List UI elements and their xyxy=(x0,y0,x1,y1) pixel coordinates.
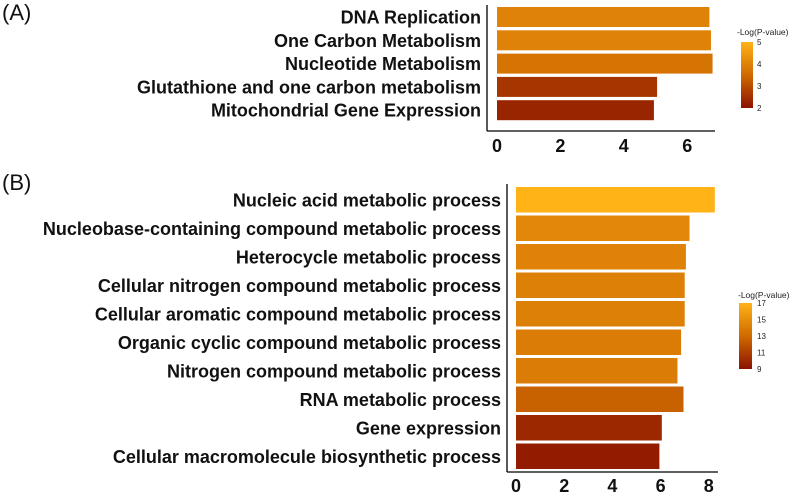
category-label-a-5: Mitochondrial Gene Expression xyxy=(211,101,481,121)
bar-group-a: DNA Replication One Carbon Metabolism Nucl… xyxy=(137,7,713,121)
bar-a-3 xyxy=(497,53,713,74)
x-tick-label-a-4: 4 xyxy=(619,136,629,156)
x-tick-label-b-6: 6 xyxy=(656,476,666,493)
legend-tick-a-4: 4 xyxy=(757,60,762,69)
x-tick-label-b-8: 8 xyxy=(704,476,714,493)
x-tick-label-b-4: 4 xyxy=(607,476,617,493)
legend-tick-a-2: 2 xyxy=(757,104,762,113)
legend-title-a: -Log(P-value) xyxy=(737,27,789,37)
category-label-b-2: Nucleobase-containing compound metabolic… xyxy=(43,219,501,239)
bar-b-1 xyxy=(516,187,715,213)
category-label-b-7: Nitrogen compound metabolic process xyxy=(167,361,501,381)
category-label-b-9: Gene expression xyxy=(356,418,501,438)
panel-label-a: (A) xyxy=(2,0,31,25)
legend-colorbar-b xyxy=(739,303,752,369)
x-tick-label-b-2: 2 xyxy=(559,476,569,493)
legend-tick-b-17: 17 xyxy=(757,299,766,308)
legend-a: -Log(P-value) 5 4 3 2 xyxy=(737,27,789,113)
x-tick-label-a-6: 6 xyxy=(682,136,692,156)
legend-tick-b-9: 9 xyxy=(757,365,762,374)
category-label-a-3: Nucleotide Metabolism xyxy=(285,54,481,74)
bar-b-6 xyxy=(516,329,682,355)
legend-tick-a-5: 5 xyxy=(757,38,762,47)
legend-title-b: -Log(P-value) xyxy=(738,290,790,300)
bar-a-4 xyxy=(497,76,658,97)
bar-b-8 xyxy=(516,386,684,412)
legend-tick-a-3: 3 xyxy=(757,82,762,91)
category-label-b-10: Cellular macromolecule biosynthetic proc… xyxy=(113,447,501,467)
category-label-b-4: Cellular nitrogen compound metabolic pro… xyxy=(98,276,501,296)
panel-a: (A) DNA Replication One Carbon Metabolism… xyxy=(2,0,789,156)
legend-ticks-b: 17 15 13 11 9 xyxy=(757,299,766,374)
bar-group-b: Nucleic acid metabolic process Nucleobase… xyxy=(43,187,715,469)
legend-tick-b-13: 13 xyxy=(757,332,766,341)
x-tick-label-a-2: 2 xyxy=(555,136,565,156)
category-label-a-1: DNA Replication xyxy=(341,8,481,28)
bar-b-9 xyxy=(516,415,662,441)
bar-a-2 xyxy=(497,30,711,51)
x-tick-label-a-0: 0 xyxy=(492,136,502,156)
category-label-b-3: Heterocycle metabolic process xyxy=(236,247,501,267)
category-label-b-1: Nucleic acid metabolic process xyxy=(233,190,501,210)
legend-tick-b-11: 11 xyxy=(757,349,766,358)
bar-b-7 xyxy=(516,358,678,384)
bar-a-1 xyxy=(497,7,710,27)
bar-a-5 xyxy=(497,100,654,121)
category-label-a-2: One Carbon Metabolism xyxy=(274,31,481,51)
bar-b-10 xyxy=(516,443,660,469)
bar-b-4 xyxy=(516,272,685,298)
category-label-b-5: Cellular aromatic compound metabolic pro… xyxy=(95,304,501,324)
x-tick-label-b-0: 0 xyxy=(511,476,521,493)
legend-tick-b-15: 15 xyxy=(757,316,766,325)
panel-label-b: (B) xyxy=(2,170,31,195)
bar-b-5 xyxy=(516,301,685,327)
bar-b-3 xyxy=(516,244,686,270)
category-label-a-4: Glutathione and one carbon metabolism xyxy=(137,77,481,97)
category-label-b-6: Organic cyclic compound metabolic proces… xyxy=(118,333,501,353)
panel-b: (B) Nucleic acid metabolic process Nucleo… xyxy=(2,170,790,493)
legend-colorbar-a xyxy=(741,42,753,108)
tick-group-b: 0 2 4 6 8 xyxy=(511,476,714,493)
legend-b: -Log(P-value) 17 15 13 11 9 xyxy=(738,290,790,374)
bar-b-2 xyxy=(516,215,690,241)
category-label-b-8: RNA metabolic process xyxy=(300,390,501,410)
legend-ticks-a: 5 4 3 2 xyxy=(757,38,762,113)
tick-group-a: 0 2 4 6 xyxy=(492,136,692,156)
